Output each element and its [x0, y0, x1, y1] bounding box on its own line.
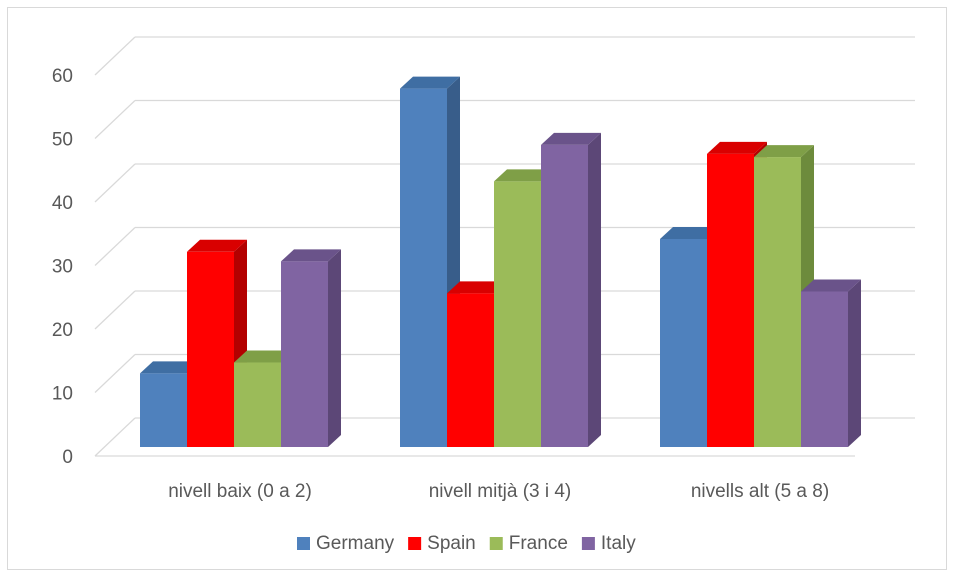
bar-top-italy-0 — [281, 249, 341, 262]
bar-side-italy-2 — [848, 279, 861, 447]
gridline-depth-40 — [94, 163, 136, 203]
bar-spain-2 — [707, 153, 754, 447]
bar-top-france-1 — [494, 169, 554, 182]
bar-top-france-2 — [754, 145, 814, 158]
bar-top-germany-0 — [140, 361, 200, 374]
y-tick-label-20: 20 — [52, 320, 73, 341]
gridline-depth-30 — [94, 227, 136, 266]
bar-top-italy-2 — [801, 279, 861, 292]
bar-top-germany-1 — [400, 76, 460, 89]
bar-spain-0 — [187, 251, 234, 447]
y-tick-label-60: 60 — [52, 66, 73, 87]
legend-swatch-germany — [297, 537, 310, 550]
gridline-depth-10 — [94, 354, 136, 393]
x-tick-label-0: nivell baix (0 a 2) — [168, 481, 312, 502]
gridline-depth-0 — [94, 417, 136, 457]
bar-side-italy-0 — [328, 249, 341, 447]
bar-top-spain-1 — [447, 281, 507, 294]
bar-france-1 — [494, 181, 541, 447]
bar-top-germany-2 — [660, 227, 720, 239]
bar-italy-1 — [541, 144, 588, 448]
y-tick-label-30: 30 — [52, 257, 73, 278]
y-tick-label-40: 40 — [52, 193, 73, 214]
gridline-depth-60 — [94, 36, 136, 76]
gridline-depth-20 — [94, 290, 136, 330]
legend-label-italy: Italy — [601, 533, 636, 554]
legend-label-spain: Spain — [427, 533, 476, 554]
x-tick-label-2: nivells alt (5 a 8) — [691, 481, 829, 502]
legend-swatch-spain — [408, 537, 422, 550]
bar-italy-0 — [281, 261, 328, 447]
bar-top-italy-1 — [541, 132, 601, 145]
legend-swatch-italy — [581, 537, 595, 550]
bar-france-2 — [754, 157, 801, 447]
bar-france-0 — [234, 362, 281, 447]
y-tick-label-10: 10 — [52, 384, 73, 405]
x-tick-label-1: nivell mitjà (3 i 4) — [429, 481, 572, 502]
legend-swatch-france — [489, 537, 503, 550]
bar-top-spain-2 — [707, 141, 767, 154]
y-tick-label-50: 50 — [52, 130, 73, 151]
bar-germany-1 — [400, 88, 447, 447]
bar-side-italy-1 — [588, 132, 601, 448]
bar-spain-1 — [447, 293, 494, 447]
gridline-depth-50 — [94, 100, 136, 139]
bar-top-france-0 — [234, 350, 294, 363]
legend-label-germany: Germany — [316, 533, 395, 554]
bar-italy-2 — [801, 291, 848, 447]
y-tick-label-0: 0 — [62, 447, 73, 468]
bar-germany-0 — [140, 373, 187, 447]
bar-germany-2 — [660, 239, 707, 447]
legend-label-france: France — [509, 533, 568, 554]
bar-top-spain-0 — [187, 239, 247, 252]
